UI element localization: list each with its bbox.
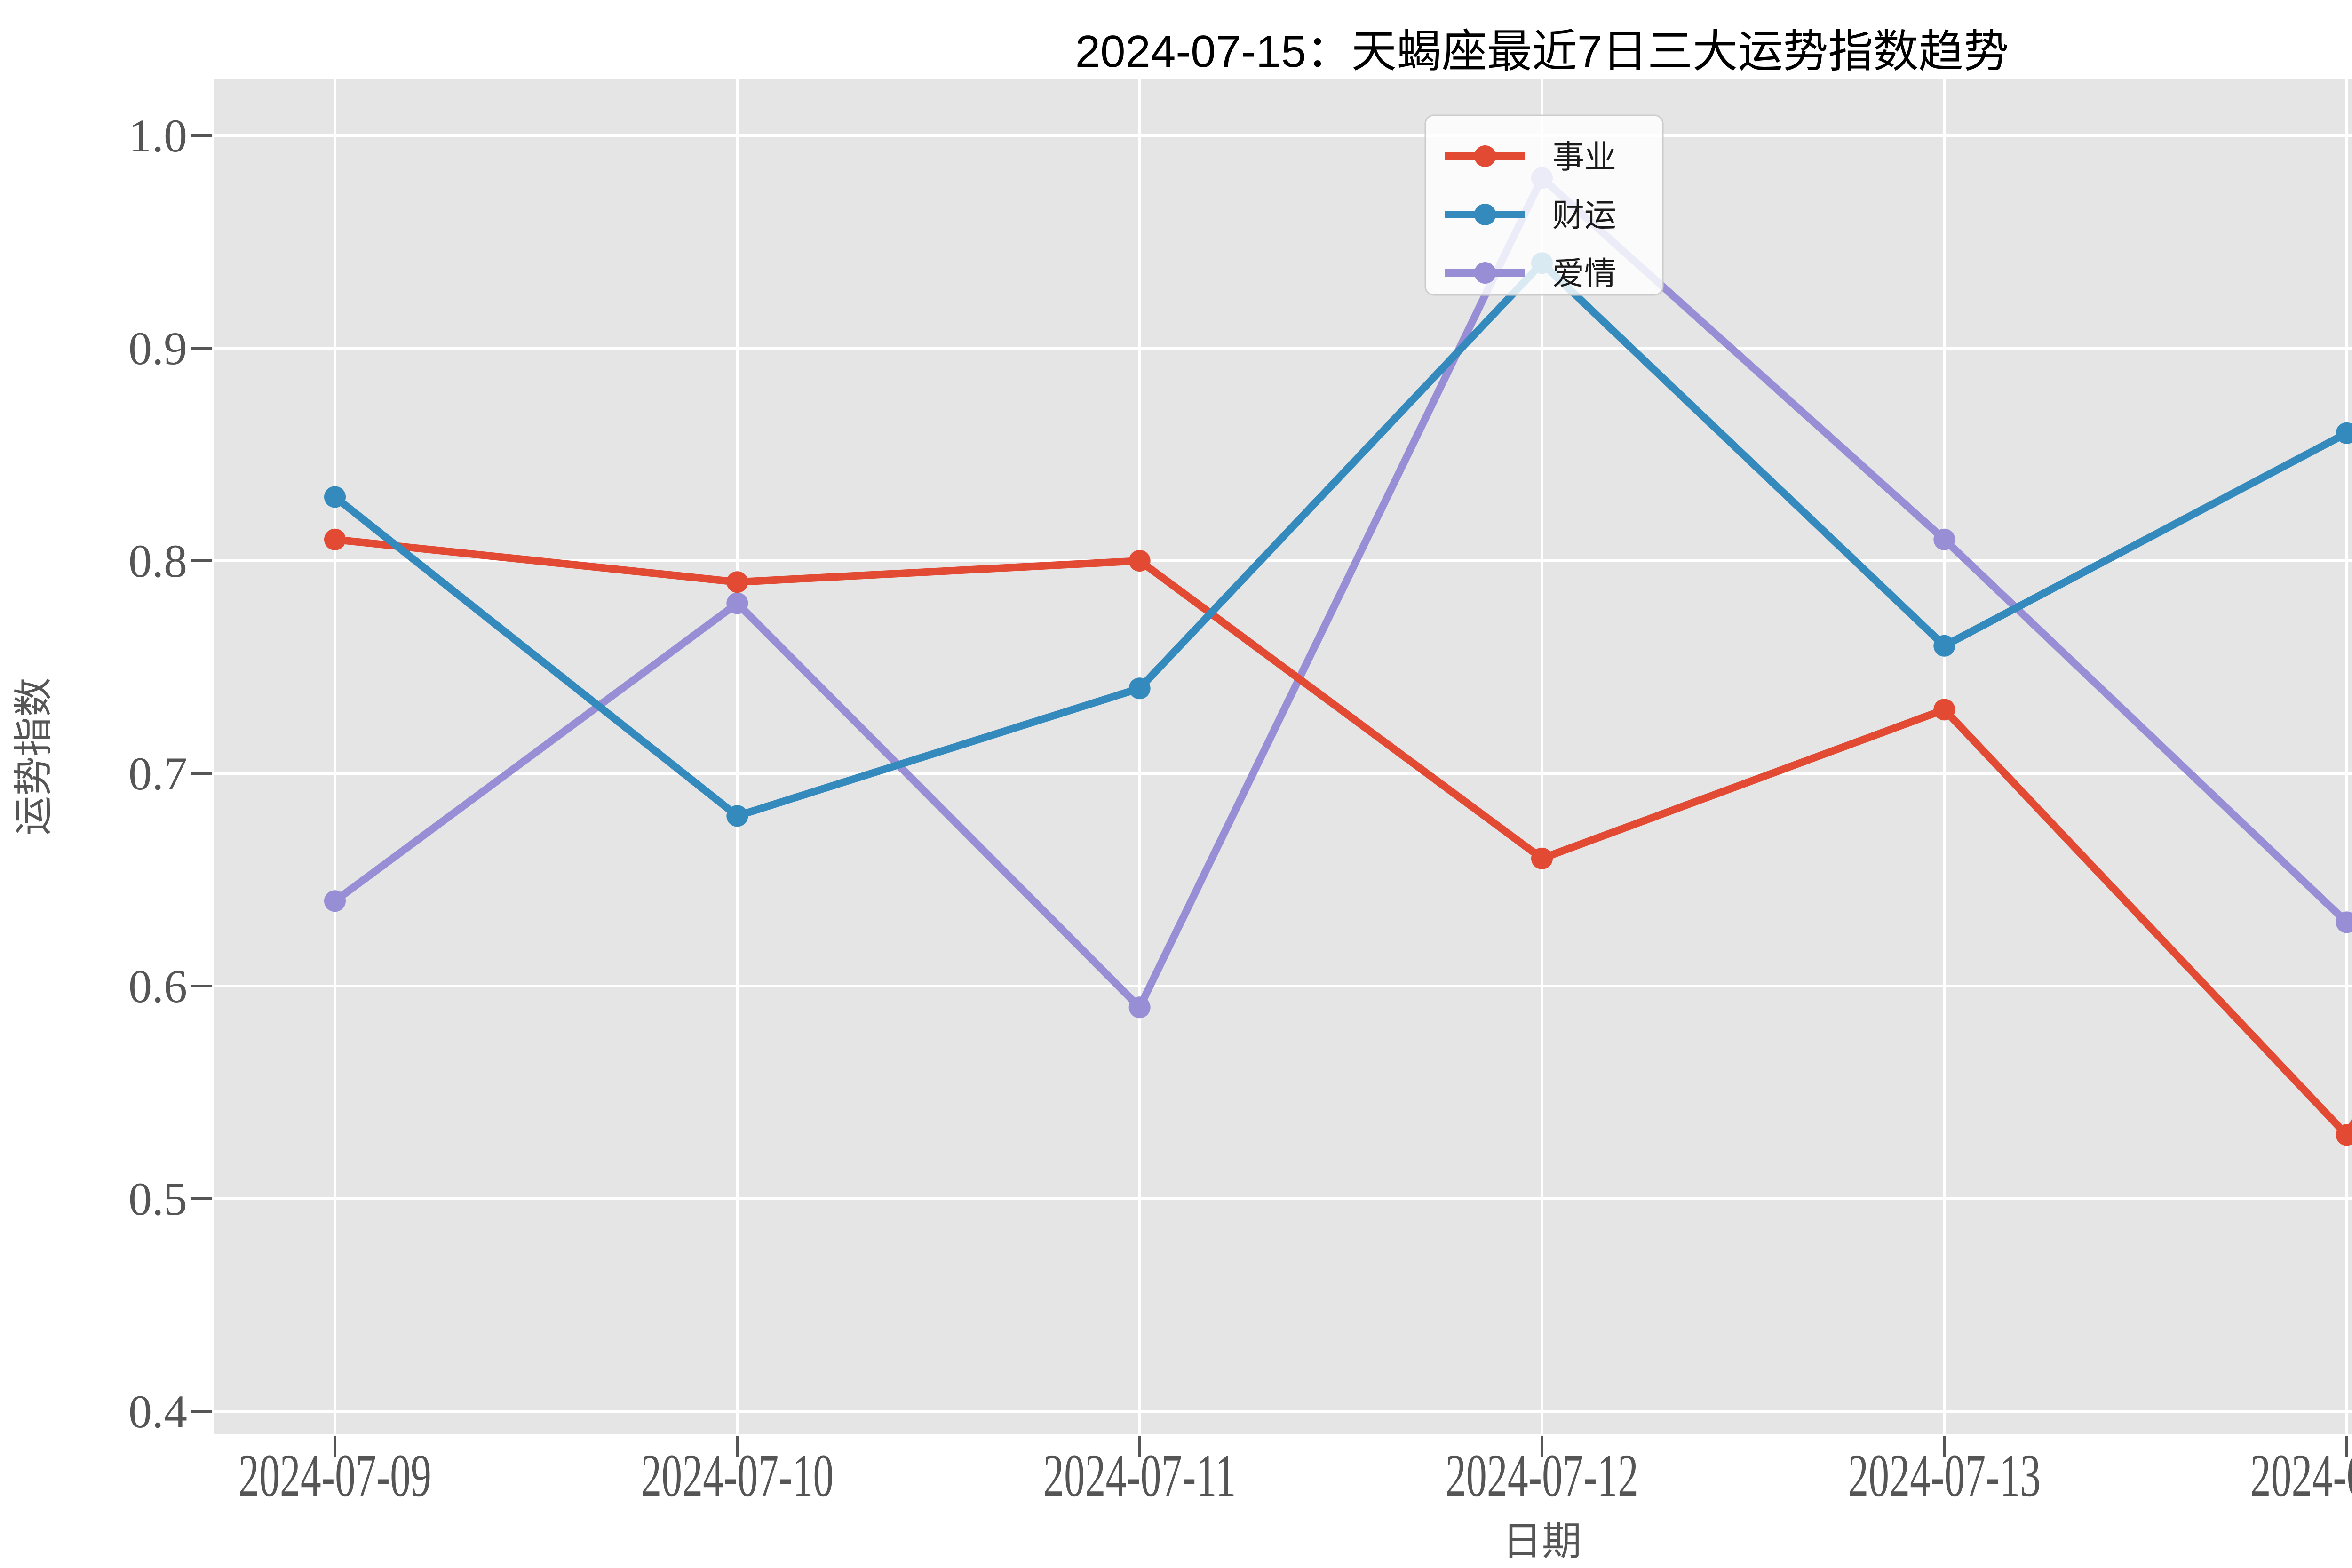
- data-point-事业: [2336, 1124, 2352, 1146]
- data-point-爱情: [324, 890, 346, 912]
- x-axis-title: 日期: [1502, 1519, 1581, 1563]
- axis-tick-labels: 1.0 0.9 0.8 0.7 0.6 0.5 0.4 2024-07-09 2024-07-1…: [128, 110, 2352, 1510]
- chart-title: 2024-07-15：天蝎座最近7日三大运势指数趋势: [1075, 26, 2009, 77]
- data-point-事业: [1933, 699, 1955, 721]
- data-point-财运: [324, 486, 346, 508]
- data-point-事业: [1531, 847, 1553, 869]
- y-tick-label: 0.5: [128, 1173, 187, 1225]
- data-point-爱情: [1933, 528, 1955, 550]
- data-point-财运: [726, 805, 748, 827]
- data-point-事业: [1128, 550, 1151, 572]
- data-point-财运: [1128, 677, 1151, 700]
- x-tick-label: 2024-07-14: [2250, 1442, 2352, 1510]
- data-point-事业: [324, 528, 346, 550]
- x-tick-label: 2024-07-13: [1848, 1442, 2041, 1510]
- data-point-财运: [1933, 635, 1955, 657]
- data-point-爱情: [1128, 996, 1151, 1019]
- y-tick-label: 1.0: [128, 110, 187, 162]
- y-axis-title: 运势指数: [11, 677, 56, 836]
- axis-ticks: [191, 134, 2348, 1457]
- y-tick-label: 0.7: [128, 748, 187, 800]
- y-tick-label: 0.6: [128, 960, 187, 1012]
- y-tick-label: 0.9: [128, 322, 187, 374]
- data-point-财运: [2336, 422, 2352, 444]
- legend-box: [1424, 114, 1664, 296]
- y-tick-label: 0.4: [128, 1385, 187, 1438]
- gridlines: [214, 79, 2352, 1434]
- legend-marker: [1474, 262, 1496, 284]
- data-point-事业: [726, 571, 748, 593]
- y-tick-label: 0.8: [128, 535, 187, 587]
- data-point-爱情: [726, 592, 748, 614]
- legend-label: 财运: [1552, 198, 1616, 233]
- legend-marker: [1474, 145, 1496, 167]
- x-tick-label: 2024-07-11: [1043, 1442, 1236, 1510]
- legend-label: 事业: [1552, 139, 1616, 175]
- legend-marker: [1474, 204, 1496, 225]
- plot-background: [214, 79, 2352, 1434]
- x-tick-label: 2024-07-12: [1446, 1442, 1638, 1510]
- x-tick-label: 2024-07-09: [238, 1442, 431, 1510]
- legend-label: 爱情: [1552, 256, 1616, 292]
- series-layer: [324, 167, 2352, 1146]
- data-point-爱情: [2336, 911, 2352, 933]
- x-tick-label: 2024-07-10: [641, 1442, 834, 1510]
